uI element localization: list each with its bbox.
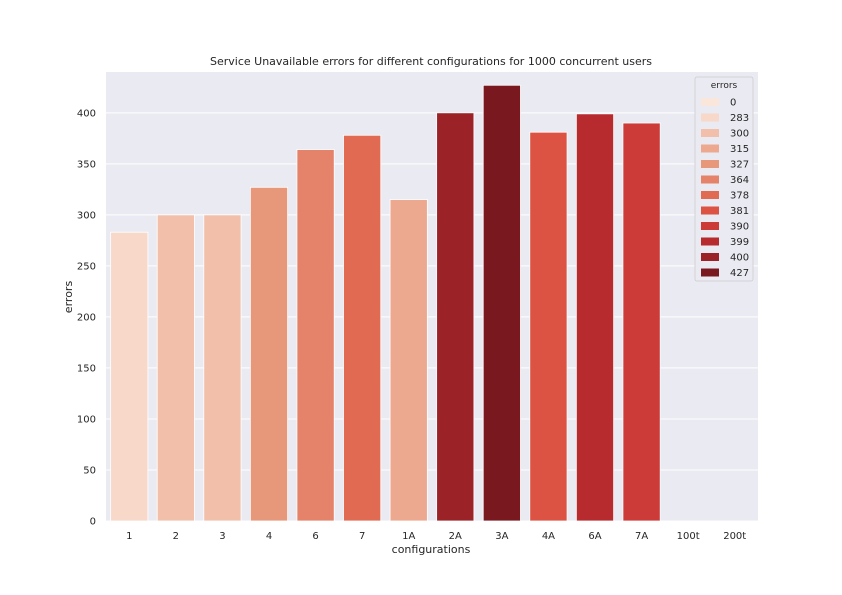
legend-swatch [701,113,719,122]
bar-7 [343,134,382,522]
bar-4 [249,186,289,522]
x-tick-label: 200t [723,531,746,542]
legend-label: 399 [730,237,749,248]
y-tick-label: 350 [77,159,96,170]
bar-3A [482,84,521,522]
legend-entry: 399 [701,237,749,248]
legend-swatch [701,160,719,168]
bar-1 [110,231,149,522]
legend-entry: 0 [701,98,736,109]
legend-entry: 364 [701,175,749,186]
legend-entry: 327 [701,160,749,171]
x-tick-label: 4 [266,531,272,542]
legend-label: 400 [730,253,749,264]
legend-label: 364 [730,175,749,186]
y-tick-label: 0 [90,517,96,528]
x-tick-label: 100t [677,531,700,542]
legend-label: 381 [730,206,749,217]
legend-label: 283 [730,113,749,124]
legend-entry: 315 [701,144,749,155]
x-tick-label: 6A [588,531,601,542]
legend-swatch [701,98,719,106]
legend-title: errors [711,81,738,91]
y-axis-label: errors [62,281,75,314]
legend-swatch [701,237,719,246]
x-tick-label: 4A [542,531,555,542]
y-tick-label: 400 [77,108,96,119]
bar-6 [296,149,335,522]
y-tick-label: 50 [83,465,96,476]
x-tick-label: 6 [312,531,318,542]
x-tick-label: 1 [126,531,132,542]
x-tick-labels: 1 2 3 4 6 7 1A 2A 3A 4A 6A 7A 100t 200t [126,531,746,542]
chart-title: Service Unavailable errors for different… [210,55,652,68]
x-tick-label: 3 [219,531,225,542]
x-tick-label: 7A [635,531,648,542]
x-tick-label: 2 [173,531,179,542]
legend-label: 327 [730,160,749,171]
bar-2 [156,214,195,522]
legend-entry: 283 [701,113,749,124]
y-tick-label: 250 [77,261,96,272]
y-tick-label: 150 [77,363,96,374]
y-tick-label: 200 [77,312,96,323]
legend-label: 0 [730,98,736,109]
bars [110,84,661,522]
y-tick-label: 300 [77,210,96,221]
legend-label: 427 [730,268,749,279]
legend-swatch [701,206,719,215]
legend-entry: 378 [701,191,749,202]
legend-swatch [701,268,719,277]
legend: errors 0 283 300 315 327 364 378 381 390 399 400 42… [694,76,754,282]
x-tick-label: 3A [495,531,508,542]
x-axis-label: configurations [392,543,471,556]
legend-swatch [701,191,719,199]
x-tick-label: 2A [449,531,462,542]
legend-swatch [701,175,719,184]
x-tick-label: 1A [402,531,415,542]
legend-label: 390 [730,222,749,233]
legend-label: 300 [730,129,749,140]
legend-entry: 427 [701,268,749,279]
legend-swatch [701,129,719,137]
legend-entry: 381 [701,206,749,217]
bar-1A [389,199,428,522]
y-tick-labels: 0 50 100 150 200 250 300 350 400 [77,108,96,527]
bar-4A [529,131,568,522]
bar-6A [575,113,615,522]
legend-label: 315 [730,144,749,155]
bar-3 [203,214,242,522]
bar-2A [436,112,475,522]
x-tick-label: 7 [359,531,365,542]
y-tick-label: 100 [77,414,96,425]
legend-entry: 400 [701,253,749,264]
legend-swatch [701,222,719,230]
legend-swatch [701,253,719,261]
legend-swatch [701,144,719,153]
legend-entry: 390 [701,222,749,233]
legend-entry: 300 [701,129,749,140]
bar-7A [622,122,661,522]
legend-label: 378 [730,191,749,202]
